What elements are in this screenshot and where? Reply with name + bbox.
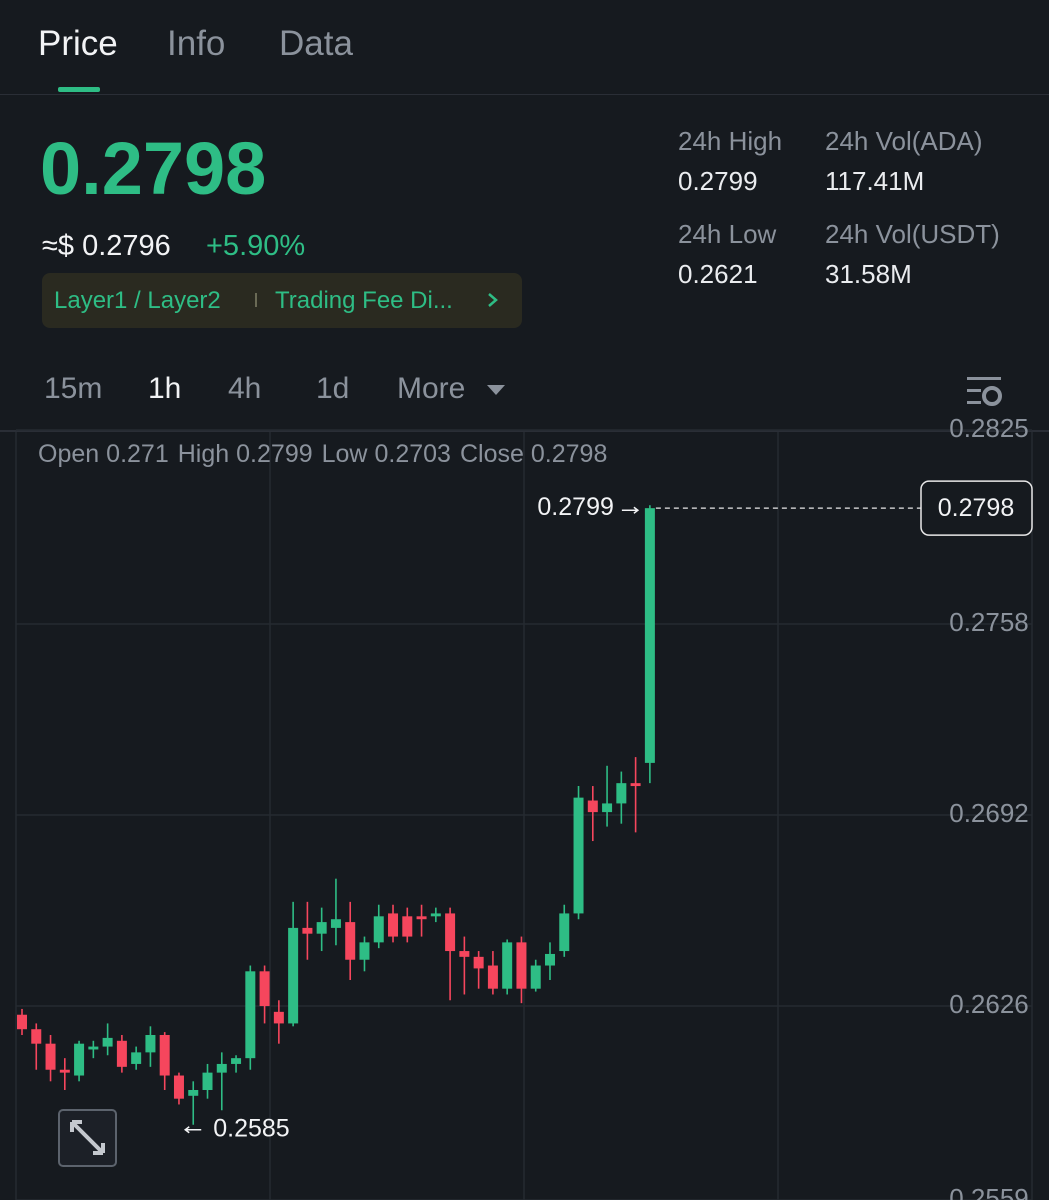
stat-value: 31.58M [825,259,912,289]
tab-indicator [58,87,100,92]
candle-body [131,1052,142,1064]
candle-body [74,1043,85,1076]
candle-body [159,1035,170,1076]
candle-body [373,916,384,943]
candle-body [516,942,527,989]
ohlc-label: Open [38,440,99,468]
expand-icon [70,1120,105,1155]
candle-body [459,951,470,957]
candle-body [502,942,513,989]
timeframe[interactable]: 15m [44,372,103,405]
candle-body [102,1037,113,1047]
candle-body [487,965,498,989]
candle-body [388,913,399,937]
ohlc-value: 0.2799 [236,440,312,468]
time-grid [15,432,1033,1200]
candle-body [644,508,655,763]
candle-body [602,803,613,813]
tab[interactable]: Info [167,24,226,63]
stat-value: 0.2799 [678,166,758,196]
ohlc-value: 0.271 [106,440,169,468]
candle-body [259,971,270,1007]
tag[interactable]: Trading Fee Di... [275,287,453,314]
ohlc-value: 0.2798 [531,440,607,468]
stat-value: 0.2621 [678,259,758,289]
timeframe[interactable]: 4h [228,372,262,405]
y-tick-label: 0.2825 [949,413,1029,443]
tag-separator [255,293,257,307]
low-marker: 0.2585 [213,1114,289,1142]
high-marker: 0.2799 [537,493,613,521]
candle-body [302,927,313,934]
tag-bar[interactable]: Layer1 / Layer2 Trading Fee Di... [42,273,522,328]
divider [0,430,1049,432]
candle-body [559,913,570,952]
timeframe[interactable]: 1h [148,372,182,405]
candle-body [630,783,641,787]
candle-body [616,783,627,804]
ohlc-label: Close [460,440,524,468]
candle-body [145,1035,156,1053]
candle-body [273,1011,284,1024]
dropdown-icon[interactable] [486,383,506,397]
settings-icon[interactable] [966,374,1004,410]
candle-body [416,916,427,920]
candle-body [231,1058,242,1064]
candle-body [345,922,356,960]
tag[interactable]: Layer1 / Layer2 [54,287,221,314]
candle-body [573,797,584,914]
price-change: +5.90% [206,230,306,262]
candle-body [288,927,299,1024]
candle-body [116,1040,127,1067]
timeframe[interactable]: More [397,372,466,405]
divider [0,94,1049,95]
candle-body [245,971,256,1059]
y-tick-label: 0.2626 [949,989,1029,1019]
stat-label: 24h Vol(USDT) [825,219,1000,249]
last-price-box [920,480,1033,536]
usd-price: ≈$ 0.2796 [42,230,171,262]
last-price: 0.2798 [40,127,267,210]
tab[interactable]: Data [279,24,353,63]
candle-body [202,1072,213,1090]
stat-label: 24h High [678,126,783,156]
candle-body [402,916,413,937]
candle-body [330,919,341,928]
ohlc-label: Low [322,440,369,468]
candle-body [31,1029,42,1044]
candle-body [45,1043,56,1070]
low-arrow [183,1126,202,1134]
y-tick-label: 0.2692 [949,798,1029,828]
candle-body [359,942,370,960]
last-price-label: 0.2798 [938,494,1014,522]
candle-body [188,1090,199,1096]
candle-body [530,965,541,989]
candle-body [430,913,441,917]
y-tick-label: 0.2559 [949,1183,1029,1200]
ohlc-value: 0.2703 [375,440,451,468]
candle-body [59,1069,70,1073]
candle-body [17,1014,27,1030]
expand-button[interactable] [58,1109,117,1167]
high-arrow [621,506,640,514]
timeframe[interactable]: 1d [316,372,350,405]
candle-body [445,913,456,952]
candle-body [587,800,598,813]
y-tick-label: 0.2758 [949,607,1029,637]
candle-body [88,1046,99,1050]
ohlc-label: High [178,440,229,468]
candle-body [544,953,555,966]
ohlc-legend: Open 0.271 High 0.2799 Low 0.2703 Close 0.2798 [38,440,607,468]
candle-body [316,922,327,934]
chevron-icon [488,293,498,307]
tab[interactable]: Price [38,24,118,63]
candle-body [173,1075,184,1099]
candle-body [216,1063,227,1073]
stat-label: 24h Low [678,219,777,249]
stat-label: 24h Vol(ADA) [825,126,983,156]
stat-value: 117.41M [825,166,925,196]
candle-body [473,956,484,969]
